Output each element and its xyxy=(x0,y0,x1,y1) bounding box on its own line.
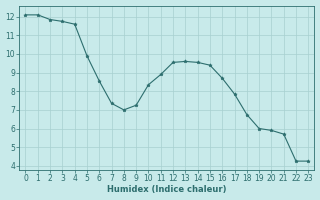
X-axis label: Humidex (Indice chaleur): Humidex (Indice chaleur) xyxy=(107,185,227,194)
